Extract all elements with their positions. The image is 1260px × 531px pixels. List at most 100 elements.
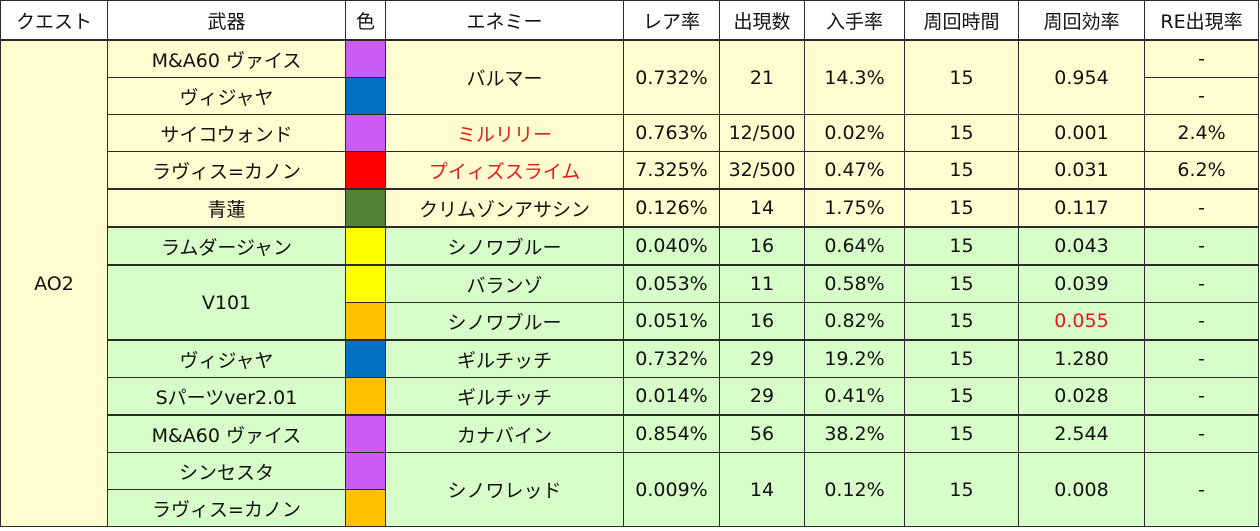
re-rate-cell: 6.2% [1144,151,1259,190]
color-swatch [345,114,386,152]
spawn-count-cell: 32/500 [719,151,805,190]
weapon-cell: M&A60 ヴァイス [107,39,346,78]
header-spawn-count: 出現数 [719,0,805,41]
obtain-rate-cell: 0.82% [804,302,905,341]
table-row: M&A60 ヴァイス カナバイン 0.854% 56 38.2% 15 2.54… [1,414,1259,453]
table-row: ラヴィス=カノン プイィズスライム 7.325% 32/500 0.47% 15… [1,151,1259,190]
rare-rate-cell: 0.732% [623,339,720,378]
obtain-rate-cell: 0.64% [804,226,905,266]
header-run-time: 周回時間 [904,0,1019,41]
run-time-cell: 15 [904,414,1019,453]
weapon-cell: ラヴィス=カノン [107,489,346,527]
table-row: AO2 M&A60 ヴァイス バルマー 0.732% 21 14.3% 15 0… [0,39,1259,527]
re-rate-cell: - [1144,188,1259,228]
run-efficiency-cell: 0.954 [1018,39,1145,115]
enemy-cell: プイィズスライム [385,151,624,190]
header-rare-rate: レア率 [623,0,720,41]
weapon-cell: シンセスタ [107,452,346,490]
table-row: 青蓮 クリムゾンアサシン 0.126% 14 1.75% 15 0.117 - [1,188,1259,228]
enemy-cell: シノワブルー [385,302,624,341]
color-swatch [345,226,386,266]
run-time-cell: 15 [904,302,1019,341]
weapon-cell: ヴィジャヤ [107,339,346,378]
enemy-cell: バランゾ [385,264,624,303]
rare-rate-cell: 0.854% [623,414,720,453]
spawn-count-cell: 14 [719,188,805,228]
color-swatch [345,489,386,527]
header-enemy: エネミー [385,0,624,41]
weapon-cell: Sパーツver2.01 [107,377,346,416]
enemy-cell: ギルチッチ [385,377,624,416]
re-rate-cell: - [1144,77,1259,115]
re-rate-cell: - [1144,377,1259,416]
rare-rate-cell: 0.053% [623,264,720,303]
color-swatch [345,452,386,490]
quest-cell: AO2 [0,39,108,527]
run-efficiency-cell: 0.117 [1018,188,1145,228]
spawn-count-cell: 21 [719,39,805,115]
run-efficiency-cell: 0.043 [1018,226,1145,266]
run-time-cell: 15 [904,452,1019,527]
run-time-cell: 15 [904,114,1019,152]
weapon-cell: ラムダージャン [107,226,346,266]
re-rate-cell: 2.4% [1144,114,1259,152]
color-swatch [345,188,386,228]
enemy-cell: シノワブルー [385,226,624,266]
re-rate-cell: - [1144,339,1259,378]
table-row: シンセスタ シノワレッド 0.009% 14 0.12% 15 0.008 - [1,452,1259,527]
rare-rate-cell: 0.040% [623,226,720,266]
run-efficiency-cell: 0.001 [1018,114,1145,152]
weapon-cell: M&A60 ヴァイス [107,414,346,453]
weapon-cell: サイコウォンド [107,114,346,152]
weapon-cell: V101 [107,264,346,341]
run-time-cell: 15 [904,151,1019,190]
spawn-count-cell: 29 [719,339,805,378]
rare-rate-cell: 0.014% [623,377,720,416]
obtain-rate-cell: 1.75% [804,188,905,228]
color-swatch [345,264,386,303]
rare-rate-cell: 0.763% [623,114,720,152]
re-rate-cell: - [1144,39,1259,78]
rare-rate-cell: 0.732% [623,39,720,115]
run-time-cell: 15 [904,39,1019,115]
table-row: ラヴィス=カノン [1,489,1259,527]
run-efficiency-cell: 0.028 [1018,377,1145,416]
header-color: 色 [345,0,386,41]
run-efficiency-cell: 2.544 [1018,414,1145,453]
enemy-cell: バルマー [385,39,624,115]
re-rate-cell: - [1144,264,1259,303]
obtain-rate-cell: 19.2% [804,339,905,378]
color-swatch [345,414,386,453]
table-row: ヴィジャヤ - [1,77,1259,115]
header-quest: クエスト [0,0,108,41]
color-swatch [345,377,386,416]
run-efficiency-cell: 0.031 [1018,151,1145,190]
table-row: V101 バランゾ 0.053% 11 0.58% 15 0.039 - [1,264,1259,341]
obtain-rate-cell: 0.58% [804,264,905,303]
enemy-cell: カナバイン [385,414,624,453]
obtain-rate-cell: 14.3% [804,39,905,115]
enemy-cell: シノワレッド [385,452,624,527]
run-time-cell: 15 [904,188,1019,228]
weapon-cell: ヴィジャヤ [107,77,346,115]
obtain-rate-cell: 0.47% [804,151,905,190]
table-row: シノワブルー 0.051% 16 0.82% 15 0.055 - [1,302,1259,341]
table-row: サイコウォンド ミルリリー 0.763% 12/500 0.02% 15 0.0… [1,114,1259,152]
color-swatch [345,151,386,190]
run-time-cell: 15 [904,339,1019,378]
table-row: Sパーツver2.01 ギルチッチ 0.014% 29 0.41% 15 0.0… [1,377,1259,416]
re-rate-cell: - [1144,226,1259,266]
spawn-count-cell: 29 [719,377,805,416]
color-swatch [345,302,386,341]
run-efficiency-cell: 0.055 [1018,302,1145,341]
weapon-cell: ラヴィス=カノン [107,151,346,190]
spawn-count-cell: 12/500 [719,114,805,152]
re-rate-cell: - [1144,302,1259,341]
spawn-count-cell: 56 [719,414,805,453]
run-time-cell: 15 [904,377,1019,416]
run-efficiency-cell: 1.280 [1018,339,1145,378]
enemy-cell: ギルチッチ [385,339,624,378]
obtain-rate-cell: 0.41% [804,377,905,416]
enemy-cell: クリムゾンアサシン [385,188,624,228]
